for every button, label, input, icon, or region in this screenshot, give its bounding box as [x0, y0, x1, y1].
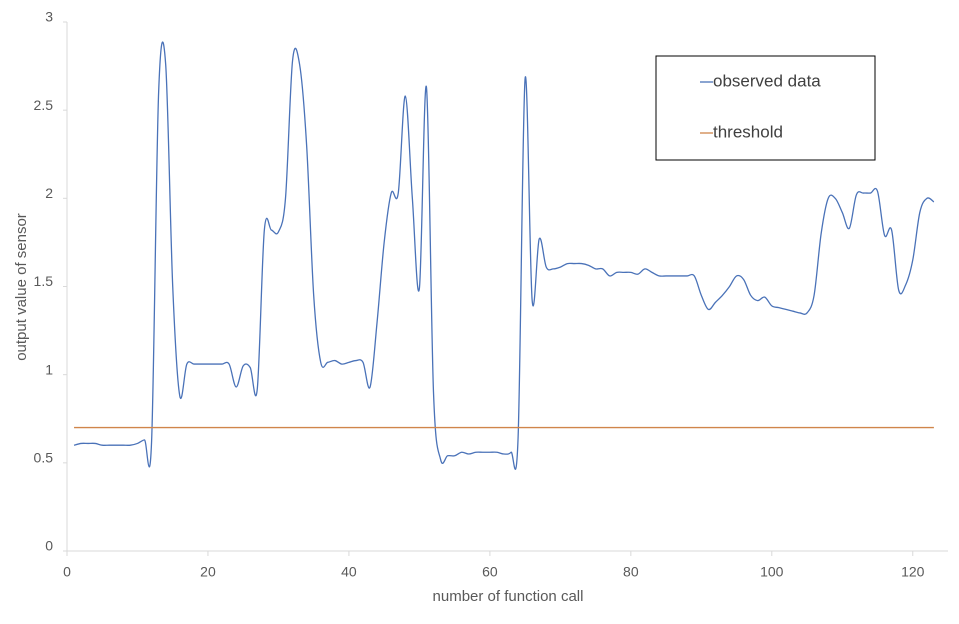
y-tick-label: 0.5 [34, 450, 54, 466]
data-line [73, 41, 935, 470]
x-tick-label: 0 [63, 564, 71, 580]
x-tick-label: 40 [341, 564, 357, 580]
y-tick-label: 3 [45, 9, 53, 25]
y-tick-label: 1 [45, 361, 53, 377]
y-tick-label: 1.5 [34, 273, 54, 289]
legend-label: observed data [713, 71, 821, 90]
x-tick-label: 60 [482, 564, 498, 580]
y-tick-label: 2 [45, 185, 53, 201]
x-tick-label: 120 [901, 564, 925, 580]
legend-label: threshold [713, 122, 783, 141]
legend-box [655, 55, 876, 161]
x-tick-label: 100 [760, 564, 784, 580]
x-tick-label: 80 [623, 564, 639, 580]
y-tick-label: 2.5 [34, 97, 54, 113]
y-tick-label: 0 [45, 538, 53, 554]
x-axis-label: number of function call [433, 588, 584, 605]
y-axis-label: output value of sensor [13, 213, 30, 361]
x-tick-label: 20 [200, 564, 216, 580]
